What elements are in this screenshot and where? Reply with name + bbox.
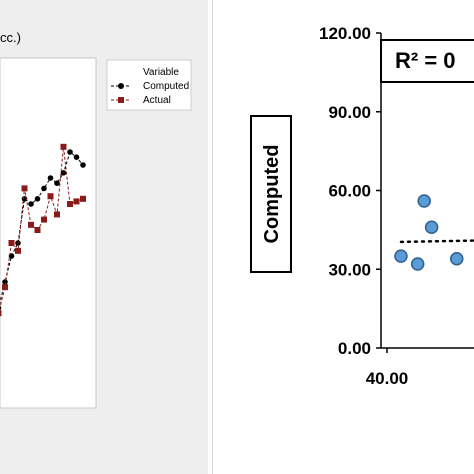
scatter-point bbox=[417, 194, 431, 208]
legend-actual-label: Actual bbox=[143, 95, 171, 106]
y-axis-label-box bbox=[250, 115, 292, 273]
point-computed bbox=[60, 170, 67, 176]
point-computed bbox=[54, 180, 60, 186]
point-actual bbox=[47, 193, 54, 200]
legend-computed-label: Computed bbox=[143, 81, 189, 92]
y-tick-label: 90.00 bbox=[328, 103, 371, 122]
scatter-point bbox=[424, 220, 439, 234]
right-axes: 0.00 30.00 60.00 90.00 120.00 40.00 bbox=[319, 24, 474, 388]
scatter-point bbox=[410, 257, 425, 271]
legend-title: Variable bbox=[143, 67, 179, 78]
legend-actual-marker bbox=[118, 97, 124, 103]
point-actual bbox=[41, 216, 47, 223]
point-computed bbox=[28, 201, 34, 207]
point-actual bbox=[34, 227, 41, 233]
y-tick-label: 60.00 bbox=[328, 182, 371, 201]
point-actual bbox=[8, 240, 15, 246]
trendline bbox=[399, 239, 474, 244]
r-squared-box bbox=[380, 39, 474, 83]
point-actual bbox=[73, 198, 80, 205]
y-axis-label: Computed bbox=[261, 145, 283, 244]
scatter-point bbox=[394, 249, 408, 263]
point-actual bbox=[60, 143, 67, 150]
scatter-point bbox=[450, 252, 464, 266]
x-tick-label: 40.00 bbox=[366, 369, 409, 388]
point-computed bbox=[34, 196, 41, 202]
point-computed bbox=[73, 154, 80, 160]
point-computed bbox=[41, 185, 47, 192]
y-tick-label: 30.00 bbox=[328, 260, 371, 279]
point-computed bbox=[15, 240, 21, 246]
left-plot-area bbox=[0, 57, 97, 409]
left-chart-panel: cc.) Variable Computed Actual bbox=[0, 0, 208, 474]
legend-computed-marker bbox=[118, 83, 124, 89]
r-squared-annotation: R² = 0 bbox=[395, 48, 456, 73]
point-actual bbox=[0, 310, 2, 317]
point-actual bbox=[2, 284, 8, 291]
point-computed bbox=[80, 162, 86, 168]
point-actual bbox=[15, 247, 21, 254]
point-actual bbox=[28, 221, 34, 228]
point-actual bbox=[80, 195, 86, 202]
point-computed bbox=[0, 305, 2, 311]
left-series-group bbox=[0, 143, 86, 317]
legend: Variable Computed Actual bbox=[106, 59, 192, 111]
right-chart-panel: 0.00 30.00 60.00 90.00 120.00 40.00 Computed … bbox=[212, 0, 474, 474]
point-actual bbox=[54, 211, 60, 218]
point-actual bbox=[21, 185, 28, 192]
point-computed bbox=[67, 149, 73, 155]
point-computed bbox=[47, 175, 54, 181]
scatter-points-group bbox=[394, 194, 474, 271]
y-tick-label: 0.00 bbox=[338, 339, 371, 358]
y-tick-label: 120.00 bbox=[319, 24, 371, 43]
line-chart: cc.) Variable Computed Actual bbox=[0, 30, 192, 409]
left-chart-title: cc.) bbox=[0, 30, 21, 45]
point-actual bbox=[67, 201, 73, 207]
